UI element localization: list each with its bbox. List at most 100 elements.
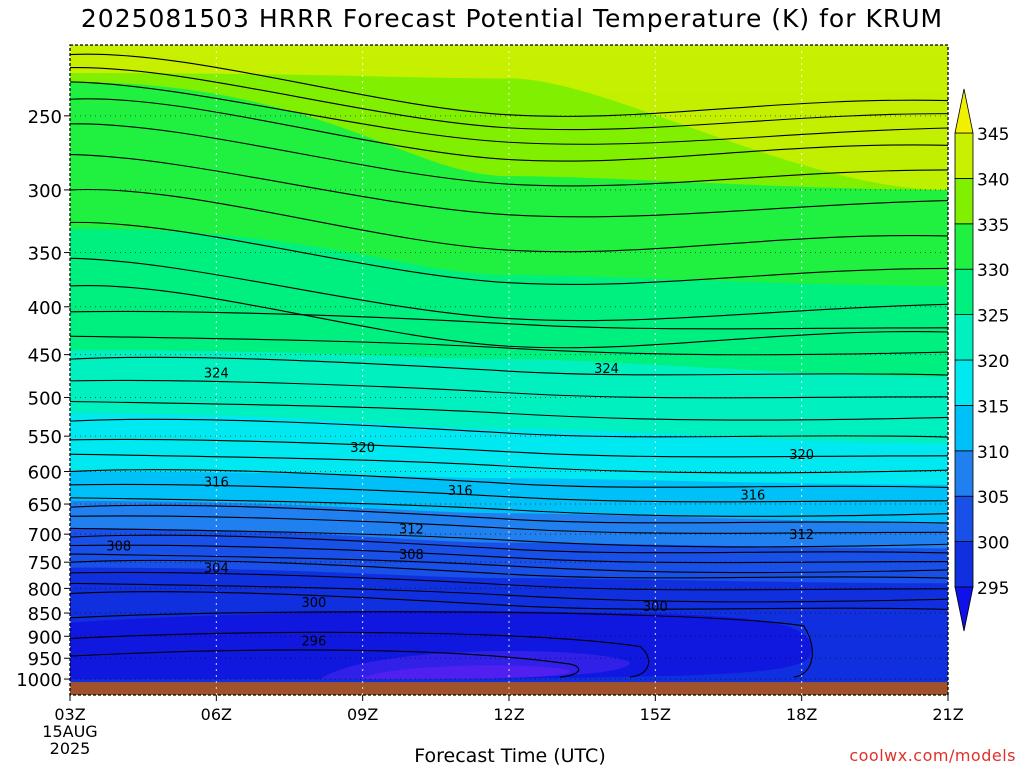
x-tick-label: 09Z <box>347 705 378 724</box>
isentrope-line <box>69 469 949 489</box>
colorbar-segment <box>954 450 974 497</box>
colorbar-segment <box>954 314 974 361</box>
isentrope-line <box>69 515 949 534</box>
colorbar-segment <box>954 404 974 452</box>
colorbar-label: 295 <box>977 579 1009 599</box>
isentrope-line <box>69 418 949 438</box>
cold-core-contour <box>69 631 650 678</box>
x-tick-label: 21Z <box>932 705 963 724</box>
colorbar-label: 300 <box>977 534 1009 554</box>
colorbar-segment <box>954 359 974 406</box>
colorbar-label: 345 <box>977 125 1009 145</box>
y-tick-label: 600 <box>28 463 62 484</box>
y-tick-label: 350 <box>28 244 62 265</box>
x-tick-label: 15Z <box>640 705 671 724</box>
x-date-label: 15AUG <box>42 722 97 741</box>
isentrope-line <box>69 571 949 591</box>
colorbar-segment <box>954 268 974 316</box>
isentrope-line <box>69 504 949 524</box>
contour-label: 316 <box>204 476 229 491</box>
y-tick-label: 900 <box>28 627 62 648</box>
contour-label: 324 <box>204 366 229 381</box>
isentrope-line <box>69 400 949 421</box>
contour-label: 312 <box>789 528 814 543</box>
colorbar-segment <box>954 495 974 543</box>
isentrope-line <box>69 438 949 458</box>
y-tick-label: 400 <box>28 298 62 319</box>
isentrope-line <box>69 284 949 349</box>
cold-core-min-fill <box>360 665 570 680</box>
contour-label: 320 <box>789 448 814 463</box>
colorbar-label: 335 <box>977 216 1009 236</box>
x-tick-label: 06Z <box>201 705 232 724</box>
chart-title: 2025081503 HRRR Forecast Potential Tempe… <box>80 4 944 33</box>
colorbar-label: 330 <box>977 261 1009 281</box>
x-tick-label: 12Z <box>493 705 524 724</box>
isentrope-line <box>69 553 949 574</box>
colorbar-label: 315 <box>977 397 1009 417</box>
y-tick-label: 650 <box>28 495 62 516</box>
colorbar-label: 325 <box>977 307 1009 327</box>
contour-label: 300 <box>643 600 668 615</box>
isentrope-line <box>69 123 949 187</box>
colorbar-segment <box>954 132 974 179</box>
colorbar-segment <box>954 541 974 588</box>
y-tick-label: 800 <box>28 579 62 600</box>
isentrope-line <box>69 310 949 330</box>
x-tick-label: 03Z <box>54 705 85 724</box>
isentrope-line <box>69 154 949 218</box>
isentrope-line <box>69 582 949 603</box>
y-tick-label: 300 <box>28 181 62 202</box>
isentrope-line <box>69 98 949 162</box>
contour-label: 320 <box>350 441 375 456</box>
contour-label: 316 <box>740 489 765 504</box>
isentrope-line <box>69 591 949 610</box>
cold-core-contour <box>69 649 580 678</box>
colorbar-arrow-top <box>954 88 974 134</box>
isentrope-line <box>69 53 949 117</box>
isentrope-line <box>69 527 949 548</box>
isentrope-line <box>69 544 949 564</box>
isentrope-line <box>69 534 949 554</box>
colorbar-arrow-bottom <box>954 586 974 632</box>
y-tick-label: 550 <box>28 427 62 448</box>
cold-core-contour <box>69 611 813 678</box>
contour-label: 308 <box>106 540 131 555</box>
y-tick-label: 500 <box>28 388 62 409</box>
isentrope-line <box>69 497 949 517</box>
contour-label: 304 <box>204 562 229 577</box>
colorbar-segment <box>954 177 974 225</box>
y-tick-label: 700 <box>28 525 62 546</box>
isentrope-line <box>69 453 949 474</box>
x-tick-label: 18Z <box>786 705 817 724</box>
isentrope-line <box>69 559 949 579</box>
colorbar-label: 310 <box>977 443 1009 463</box>
isentrope-line <box>69 67 949 131</box>
isentrope-line <box>69 257 949 322</box>
isentrope-line <box>69 483 949 503</box>
colorbar-label: 305 <box>977 488 1009 508</box>
contour-label: 316 <box>448 484 473 499</box>
y-tick-label: 250 <box>28 107 62 128</box>
contour-label: 308 <box>399 548 424 563</box>
x-date-label: 2025 <box>50 739 91 758</box>
y-tick-label: 750 <box>28 553 62 574</box>
isentrope-line <box>69 335 949 356</box>
y-tick-label: 1000 <box>16 670 62 691</box>
watermark: coolwx.com/models <box>849 746 1016 765</box>
x-axis-label: Forecast Time (UTC) <box>414 745 606 767</box>
isentrope-line <box>69 356 949 376</box>
colorbar-label: 340 <box>977 170 1009 190</box>
y-tick-label: 950 <box>28 649 62 670</box>
colorbar-label: 320 <box>977 352 1009 372</box>
isentrope-line <box>69 379 949 399</box>
contour-label: 324 <box>594 362 619 377</box>
contour-label: 296 <box>301 635 326 650</box>
isentrope-line <box>69 81 949 145</box>
colorbar-segment <box>954 223 974 270</box>
y-tick-label: 450 <box>28 346 62 367</box>
isentrope-line <box>69 221 949 285</box>
contour-label: 300 <box>301 596 326 611</box>
y-tick-label: 850 <box>28 604 62 625</box>
